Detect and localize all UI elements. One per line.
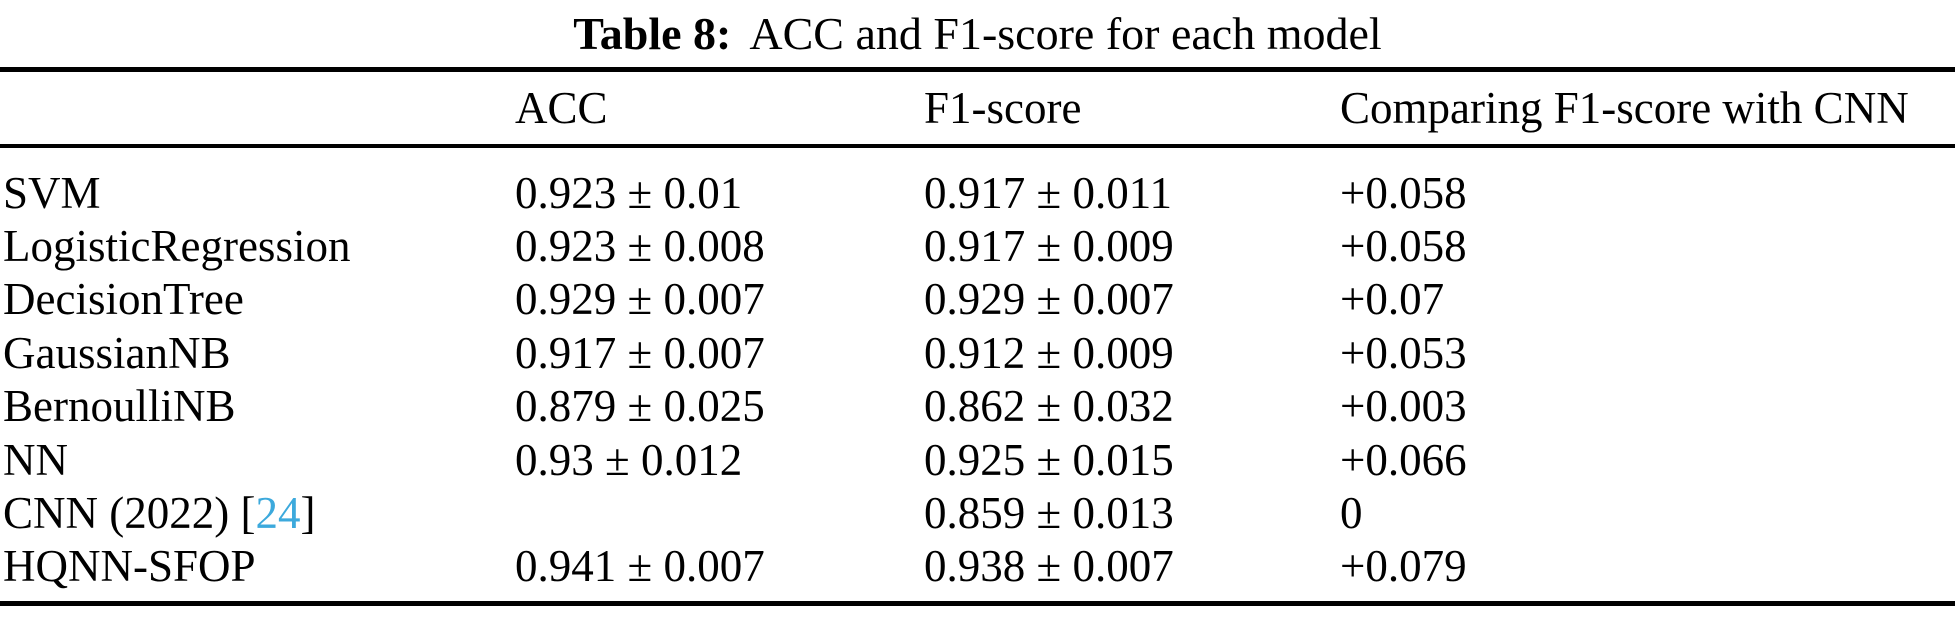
compare-value-cell: +0.058 <box>1340 221 1467 272</box>
f1-value-cell: 0.917 ± 0.011 <box>924 167 1173 218</box>
model-name: LogisticRegression <box>3 221 351 272</box>
compare-value-cell: 0 <box>1340 488 1363 539</box>
header-compare: Comparing F1-score with CNN <box>1340 82 1909 133</box>
acc-value-cell: 0.923 ± 0.008 <box>515 221 765 272</box>
table-row: DecisionTree 0.929 ± 0.007 0.929 ± 0.007… <box>0 273 1955 326</box>
f1-value-cell: 0.925 ± 0.015 <box>924 434 1174 485</box>
table-caption-text: ACC and F1-score for each model <box>749 8 1382 59</box>
compare-value-cell: +0.066 <box>1340 434 1467 485</box>
header-f1: F1-score <box>924 82 1082 133</box>
table-top-rule <box>0 67 1955 72</box>
model-name-cell: HQNN-SFOP <box>0 540 515 592</box>
table-row: BernoulliNB 0.879 ± 0.025 0.862 ± 0.032 … <box>0 380 1955 433</box>
table-row: GaussianNB 0.917 ± 0.007 0.912 ± 0.009 +… <box>0 326 1955 379</box>
table-header-rule <box>0 143 1955 148</box>
model-name-cell: SVM <box>0 167 515 219</box>
compare-value-cell: +0.079 <box>1340 541 1467 592</box>
compare-value-cell: +0.003 <box>1340 381 1467 432</box>
citation-open-bracket: [ <box>229 488 256 539</box>
table-row: NN 0.93 ± 0.012 0.925 ± 0.015 +0.066 <box>0 433 1955 486</box>
model-name: CNN (2022) <box>3 488 230 539</box>
table-bottom-rule <box>0 601 1955 606</box>
model-name-cell: GaussianNB <box>0 327 515 379</box>
f1-value-cell: 0.917 ± 0.009 <box>924 221 1174 272</box>
acc-value-cell: 0.929 ± 0.007 <box>515 274 765 325</box>
f1-value-cell: 0.929 ± 0.007 <box>924 274 1174 325</box>
model-name-cell: NN <box>0 434 515 486</box>
f1-value-cell: 0.938 ± 0.007 <box>924 541 1174 592</box>
acc-value-cell: 0.917 ± 0.007 <box>515 327 765 378</box>
table-row: SVM 0.923 ± 0.01 0.917 ± 0.011 +0.058 <box>0 166 1955 219</box>
compare-value-cell: +0.053 <box>1340 327 1467 378</box>
model-name-cell: CNN (2022) [24] <box>0 487 515 539</box>
compare-value-cell: +0.058 <box>1340 167 1467 218</box>
model-name: NN <box>3 434 68 485</box>
model-name: SVM <box>3 167 101 218</box>
model-name: GaussianNB <box>3 327 231 378</box>
model-name: BernoulliNB <box>3 381 236 432</box>
table-row: HQNN-SFOP 0.941 ± 0.007 0.938 ± 0.007 +0… <box>0 540 1955 593</box>
table-caption-label: Table 8: <box>573 8 732 59</box>
f1-value-cell: 0.862 ± 0.032 <box>924 381 1174 432</box>
table-body: SVM 0.923 ± 0.01 0.917 ± 0.011 +0.058 Lo… <box>0 148 1955 593</box>
model-name-cell: DecisionTree <box>0 273 515 325</box>
model-name-cell: LogisticRegression <box>0 220 515 272</box>
acc-value-cell: 0.923 ± 0.01 <box>515 167 743 218</box>
model-name-cell: BernoulliNB <box>0 380 515 432</box>
acc-value-cell: 0.941 ± 0.007 <box>515 541 765 592</box>
compare-value-cell: +0.07 <box>1340 274 1445 325</box>
citation: [24] <box>229 488 315 538</box>
acc-value-cell: 0.93 ± 0.012 <box>515 434 743 485</box>
table-row: CNN (2022) [24] 0.859 ± 0.013 0 <box>0 486 1955 539</box>
model-name: HQNN-SFOP <box>3 541 256 592</box>
f1-value-cell: 0.912 ± 0.009 <box>924 327 1174 378</box>
table-caption: Table 8: ACC and F1-score for each model <box>0 0 1955 60</box>
table-row: LogisticRegression 0.923 ± 0.008 0.917 ±… <box>0 219 1955 272</box>
model-name: DecisionTree <box>3 274 244 325</box>
acc-value-cell: 0.879 ± 0.025 <box>515 381 765 432</box>
f1-value-cell: 0.859 ± 0.013 <box>924 488 1174 539</box>
citation-close-bracket: ] <box>300 488 316 539</box>
citation-link[interactable]: 24 <box>255 488 301 539</box>
header-acc: ACC <box>515 82 608 133</box>
table-header-row: ACC F1-score Comparing F1-score with CNN <box>0 72 1955 144</box>
